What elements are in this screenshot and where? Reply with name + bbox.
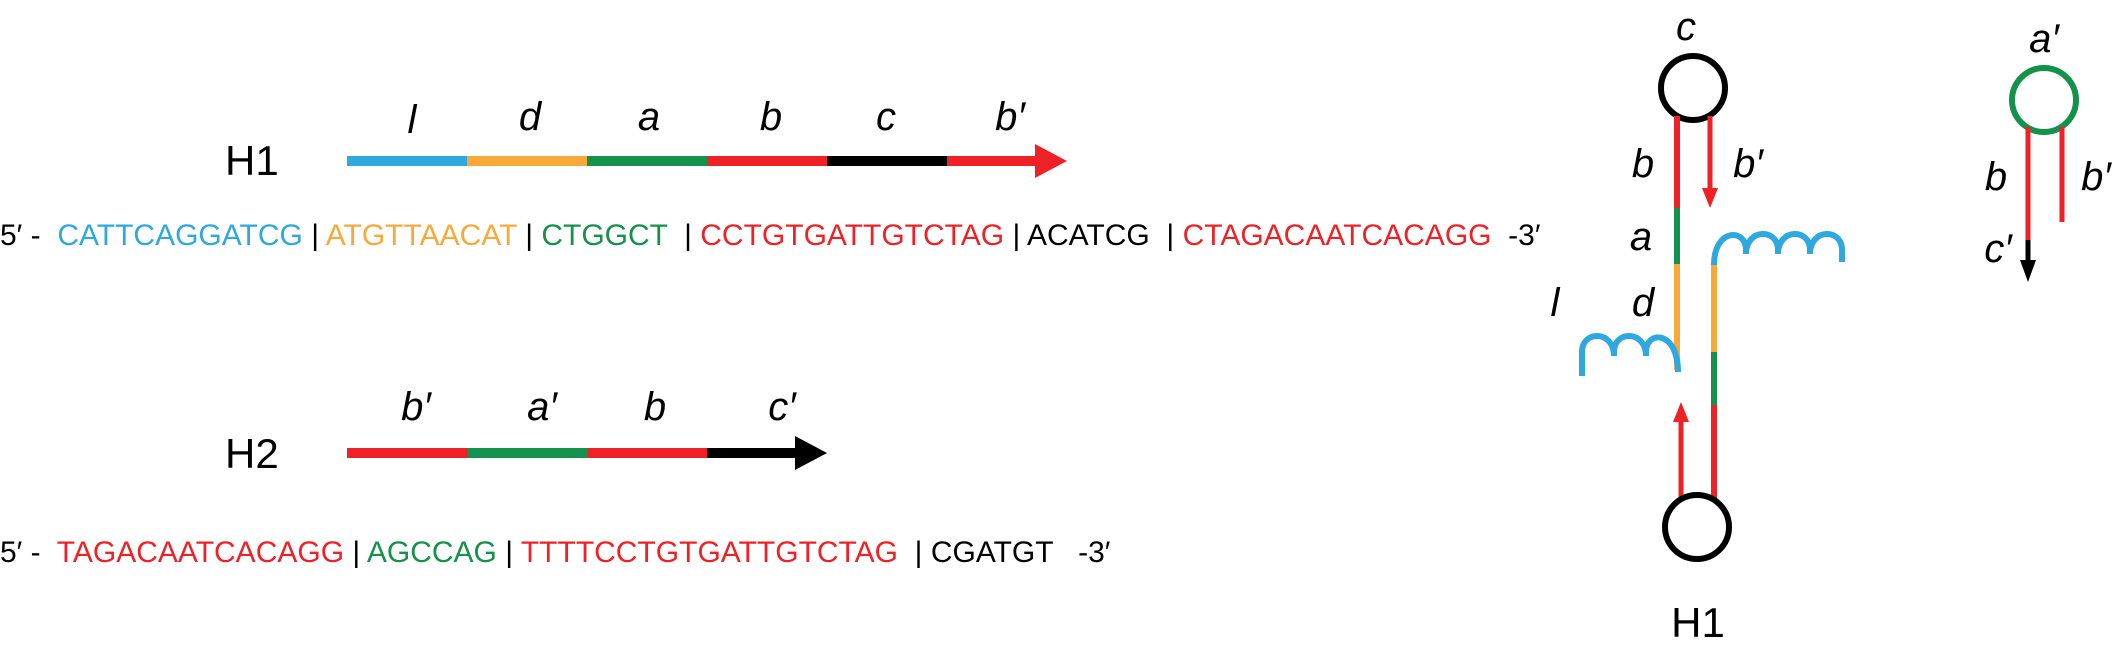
h2-seq-b-prime: TAGACAATCACAGG bbox=[57, 536, 344, 569]
h2-hairpin-label-b-prime: b′ bbox=[2081, 155, 2112, 199]
h1-seq-b: CCTGTGATTGTCTAG bbox=[700, 219, 1004, 252]
h1-arrowhead bbox=[1035, 144, 1067, 178]
h1-label-a: a bbox=[638, 95, 660, 139]
h2-segment-b bbox=[587, 448, 707, 458]
h1-l-wave-left bbox=[1579, 333, 1681, 376]
h2-stem-arrow bbox=[2020, 260, 2036, 282]
h1-seq-sep: | bbox=[684, 219, 692, 252]
h1-l-wave-right bbox=[1711, 231, 1845, 266]
h2-name: H2 bbox=[225, 430, 279, 477]
h1-hairpin-label-d: d bbox=[1632, 281, 1656, 325]
h2-label-b-prime: b′ bbox=[401, 385, 432, 429]
h1-hairpin-label-b: b bbox=[1632, 142, 1654, 186]
h2-strand bbox=[347, 436, 827, 470]
h2-segment-c-prime bbox=[707, 448, 797, 458]
h1-sequence: 5′ - CATTCAGGATCG | ATGTTAACAT | CTGGCT … bbox=[0, 219, 1541, 252]
h2-label-c-prime: c′ bbox=[768, 385, 797, 429]
h1-seq-sep: | bbox=[1166, 219, 1174, 252]
h2-label-a-prime: a′ bbox=[527, 385, 558, 429]
h1-label-b: b bbox=[760, 95, 782, 139]
h1-seq-b-prime: CTAGACAATCACAGG bbox=[1183, 219, 1492, 252]
h1-hairpin-caption: H1 bbox=[1671, 599, 1725, 646]
h1-segment-a bbox=[587, 156, 707, 166]
h2-segment-a-prime bbox=[467, 448, 587, 458]
h2-seq-sep: | bbox=[352, 536, 360, 569]
h2-hairpin bbox=[2009, 65, 2079, 282]
h2-loop-label-a-prime: a′ bbox=[2029, 17, 2060, 61]
h1-seq-d: ATGTTAACAT bbox=[326, 219, 517, 252]
h1-label-c: c bbox=[876, 95, 896, 139]
h2-seq-sep: | bbox=[505, 536, 513, 569]
h1-label-d: d bbox=[519, 95, 543, 139]
h1-segment-b bbox=[707, 156, 827, 166]
h1-seq-suffix: -3′ bbox=[1500, 219, 1541, 252]
h1-seq-sep: | bbox=[1012, 219, 1020, 252]
h1-strand bbox=[347, 144, 1067, 178]
h2-seq-prefix: 5′ - bbox=[0, 536, 49, 569]
h1-stem-arrow-down bbox=[1702, 188, 1718, 208]
h1-loop-label-c: c bbox=[1676, 5, 1696, 49]
h1-seq-a: CTGGCT bbox=[541, 219, 675, 252]
h1-label-l: l bbox=[408, 98, 418, 142]
h2-segment-b-prime bbox=[347, 448, 467, 458]
h1-hairpin-complex bbox=[1579, 53, 1845, 562]
h2-hairpin-label-b: b bbox=[1985, 155, 2007, 199]
h2-seq-a-prime: AGCCAG bbox=[367, 536, 497, 569]
h1-name: H1 bbox=[225, 137, 279, 184]
h1-seq-prefix: 5′ - bbox=[0, 219, 49, 252]
h1-label-b-prime: b′ bbox=[995, 95, 1026, 139]
h2-seq-suffix: -3′ bbox=[1061, 536, 1110, 569]
h1-segment-c bbox=[827, 156, 947, 166]
h1-top-loop bbox=[1658, 53, 1728, 123]
h1-seq-sep: | bbox=[525, 219, 533, 252]
h1-seq-c: ACATCG bbox=[1027, 219, 1158, 252]
h2-label-b: b bbox=[644, 385, 666, 429]
h1-stem-arrow-up bbox=[1673, 402, 1689, 422]
h1-segment-d bbox=[467, 156, 587, 166]
h2-seq-b: TTTTCCTGTGATTGTCTAG bbox=[521, 536, 898, 569]
h2-loop bbox=[2009, 65, 2079, 135]
h1-bottom-loop bbox=[1662, 492, 1732, 562]
h1-seq-l: CATTCAGGATCG bbox=[57, 219, 303, 252]
h1-hairpin-label-b-prime: b′ bbox=[1733, 142, 1764, 186]
h2-arrowhead bbox=[795, 436, 827, 470]
h1-seq-sep: | bbox=[311, 219, 319, 252]
h1-segment-l bbox=[347, 156, 467, 166]
h1-segment-b-prime bbox=[947, 156, 1037, 166]
h2-seq-sep: | bbox=[906, 536, 922, 569]
h2-sequence: 5′ - TAGACAATCACAGG | AGCCAG | TTTTCCTGT… bbox=[0, 536, 1111, 569]
h2-seq-c-prime: CGATGT bbox=[931, 536, 1053, 569]
h1-hairpin-label-l: l bbox=[1551, 281, 1561, 325]
h2-hairpin-label-c-prime: c′ bbox=[1984, 227, 2013, 271]
h1-hairpin-label-a: a bbox=[1630, 215, 1652, 259]
